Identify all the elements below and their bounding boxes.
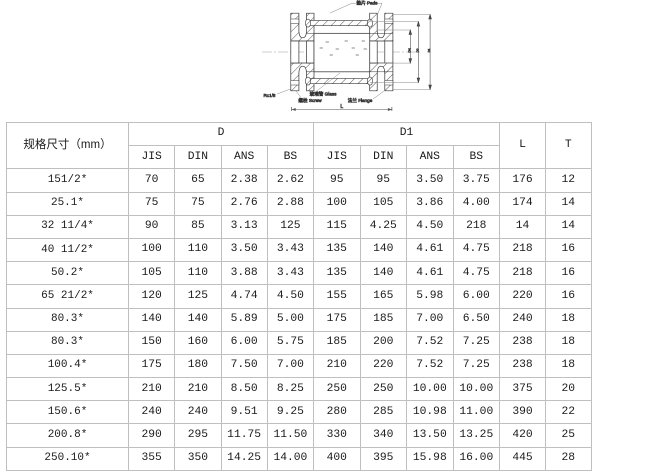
svg-text:玻璃管 Glass: 玻璃管 Glass: [310, 90, 338, 97]
svg-text:D0: D0: [415, 48, 419, 52]
svg-text:螺栓 Screw: 螺栓 Screw: [298, 97, 322, 104]
svg-text:D1: D1: [427, 48, 431, 52]
svg-text:垫片 Pads: 垫片 Pads: [357, 0, 379, 7]
svg-text:DN: DN: [407, 48, 411, 52]
svg-text:Rc1/8: Rc1/8: [263, 93, 275, 98]
svg-text:法兰 Flange: 法兰 Flange: [348, 97, 373, 104]
svg-text:L: L: [340, 104, 343, 110]
